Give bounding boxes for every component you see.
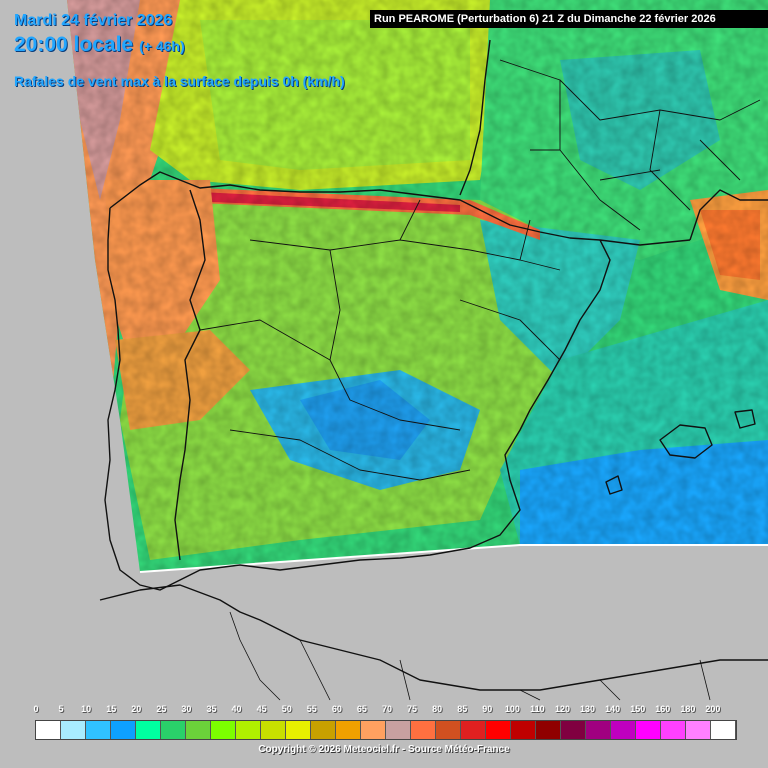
legend-ticks: 0 5 10 15 20 25 30 35 40 45 50 55 60 65 70 75 80 85 90 100 1… (33, 704, 737, 718)
legend-tick-label: 20 (131, 704, 142, 714)
legend-tick-label: 70 (381, 704, 392, 714)
legend-swatch (536, 721, 561, 739)
legend-tick-label: 50 (281, 704, 292, 714)
legend-tick-label: 110 (530, 704, 545, 714)
legend-tick-label: 85 (457, 704, 468, 714)
legend-swatch (711, 721, 736, 739)
legend-tick-label: 10 (81, 704, 92, 714)
legend-swatch (336, 721, 361, 739)
legend-tick-label: 65 (356, 704, 367, 714)
legend-tick-label: 100 (504, 704, 520, 714)
legend-swatch (211, 721, 236, 739)
legend-swatch (186, 721, 211, 739)
legend-swatch (436, 721, 461, 739)
legend-tick-label: 160 (655, 704, 671, 714)
legend-swatch (661, 721, 686, 739)
copyright-notice: Copyright © 2026 Meteociel.fr - Source M… (258, 744, 510, 755)
legend-swatch (686, 721, 711, 739)
legend-tick-label: 200 (705, 704, 721, 714)
legend-tick-label: 140 (605, 704, 621, 714)
legend-tick-label: 55 (306, 704, 317, 714)
legend-swatch (311, 721, 336, 739)
legend-tick-label: 40 (231, 704, 242, 714)
wind-field (67, 0, 768, 572)
legend-swatch (361, 721, 386, 739)
legend-tick-label: 180 (680, 704, 696, 714)
legend-swatch (486, 721, 511, 739)
legend-swatch (561, 721, 586, 739)
legend-swatch (161, 721, 186, 739)
legend-swatch (286, 721, 311, 739)
legend-tick-label: 120 (554, 704, 571, 714)
domain-edge (139, 544, 768, 573)
legend-swatch (636, 721, 661, 739)
legend-tick-label: 25 (156, 704, 167, 714)
forecast-date: Mardi 24 février 2026 (14, 12, 173, 29)
legend-tick-label: 90 (482, 704, 493, 714)
legend-swatch (236, 721, 261, 739)
legend-tick-label: 0 (33, 704, 39, 714)
legend-tick-label: 150 (630, 704, 646, 714)
legend-swatch (111, 721, 136, 739)
legend-swatch (61, 721, 86, 739)
run-info: Run PEAROME (Perturbation 6) 21 Z du Dim… (370, 10, 768, 28)
legend-swatch (36, 721, 61, 739)
legend-tick-label: 75 (407, 704, 418, 714)
legend-swatch (611, 721, 636, 739)
legend-swatch (511, 721, 536, 739)
legend-swatch (461, 721, 486, 739)
legend-tick-label: 15 (106, 704, 117, 714)
legend-tick-label: 35 (206, 704, 217, 714)
legend-tick-label: 130 (580, 704, 596, 714)
legend-swatches (35, 720, 737, 740)
forecast-time-label: 20:00 locale (14, 33, 134, 56)
legend-tick-label: 5 (58, 704, 64, 714)
coastlines (99, 39, 768, 701)
legend-swatch (386, 721, 411, 739)
legend-tick-label: 30 (181, 704, 192, 714)
legend-swatch (586, 721, 611, 739)
legend-tick-label: 80 (432, 704, 443, 714)
legend-swatch (86, 721, 111, 739)
legend-swatch (411, 721, 436, 739)
legend-tick-label: 60 (331, 704, 342, 714)
parameter-title: Rafales de vent max à la surface depuis … (14, 73, 345, 89)
legend-swatch (136, 721, 161, 739)
legend-tick-label: 45 (256, 704, 267, 714)
lead-time: (+ 46h) (139, 38, 185, 54)
legend-swatch (261, 721, 286, 739)
forecast-time: 20:00 locale (+ 46h) (14, 33, 185, 57)
color-legend: 0 5 10 15 20 25 30 35 40 45 50 55 60 65 70 75 80 85 90 100 1… (33, 704, 737, 742)
